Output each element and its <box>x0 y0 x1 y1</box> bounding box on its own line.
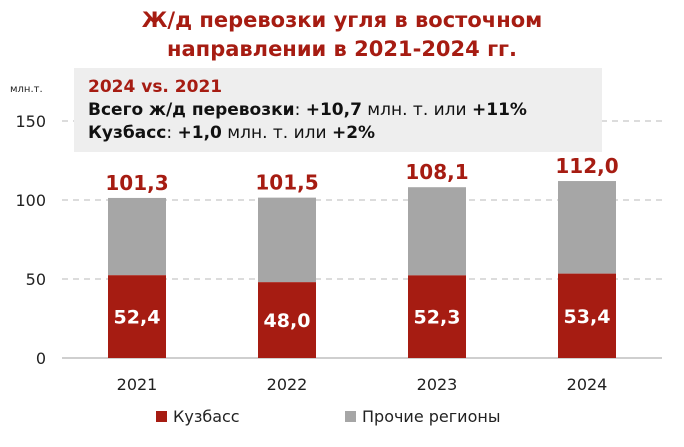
kuzbass-value-label: 48,0 <box>264 310 311 332</box>
info-total-pct: +11% <box>472 100 527 120</box>
x-tick-label: 2023 <box>417 375 458 394</box>
chart-title-line-2: направлении в 2021-2024 гг. <box>167 37 517 61</box>
bar-kuzbass <box>258 282 316 358</box>
kuzbass-value-label: 52,4 <box>114 307 161 329</box>
info-total-mid: млн. т. или <box>361 100 472 120</box>
bar-chart: млн.т. 0 50 100 150 52,4 101,3 2021 48,0 101,5 20… <box>10 84 662 394</box>
legend-item-kuzbass: Кузбасс <box>156 407 240 426</box>
bar-kuzbass <box>108 275 166 358</box>
info-kuzbass-value: +1,0 <box>177 123 222 143</box>
legend-swatch-other <box>345 411 356 422</box>
x-tick-label: 2021 <box>117 375 158 394</box>
y-tick-label: 100 <box>15 191 46 210</box>
legend-label-kuzbass: Кузбасс <box>173 407 240 426</box>
info-line-kuzbass: Кузбасс: +1,0 млн. т. или +2% <box>88 122 588 145</box>
bar-other-regions <box>108 197 166 276</box>
y-tick-label: 0 <box>36 349 46 368</box>
kuzbass-value-label: 53,4 <box>564 306 611 328</box>
info-kuzbass-sep: : <box>166 123 178 143</box>
total-value-label: 101,3 <box>105 171 168 195</box>
kuzbass-value-label: 52,3 <box>414 307 461 329</box>
info-total-value: +10,7 <box>305 100 362 120</box>
info-total-label: Всего ж/д перевозки <box>88 100 295 120</box>
y-axis-unit-label: млн.т. <box>10 84 43 95</box>
total-value-label: 101,5 <box>255 171 318 195</box>
y-tick-label: 50 <box>26 270 46 289</box>
total-value-label: 112,0 <box>555 154 618 178</box>
info-kuzbass-mid: млн. т. или <box>221 123 332 143</box>
bar-other-regions <box>258 197 316 283</box>
bar-other-regions <box>558 181 616 274</box>
bar-kuzbass <box>408 275 466 358</box>
x-tick-label: 2024 <box>567 375 608 394</box>
y-tick-label: 150 <box>15 112 46 131</box>
bar-kuzbass <box>558 273 616 358</box>
info-line-total: Всего ж/д перевозки: +10,7 млн. т. или +… <box>88 99 588 122</box>
legend-item-other: Прочие регионы <box>345 407 500 426</box>
bar-other-regions <box>408 187 466 276</box>
chart-title-line-1: Ж/д перевозки угля в восточном <box>141 8 543 32</box>
total-value-label: 108,1 <box>405 160 468 184</box>
legend-swatch-kuzbass <box>156 411 167 422</box>
chart-legend: Кузбасс Прочие регионы <box>0 404 684 430</box>
info-total-sep: : <box>294 100 306 120</box>
legend-label-other: Прочие регионы <box>362 407 501 426</box>
info-heading: 2024 vs. 2021 <box>88 77 223 97</box>
info-kuzbass-pct: +2% <box>331 123 376 143</box>
comparison-info-box: 2024 vs. 2021 Всего ж/д перевозки: +10,7… <box>74 68 602 152</box>
info-kuzbass-label: Кузбасс <box>88 123 167 143</box>
chart-title: Ж/д перевозки угля в восточном направлен… <box>0 6 684 64</box>
x-tick-label: 2022 <box>267 375 308 394</box>
